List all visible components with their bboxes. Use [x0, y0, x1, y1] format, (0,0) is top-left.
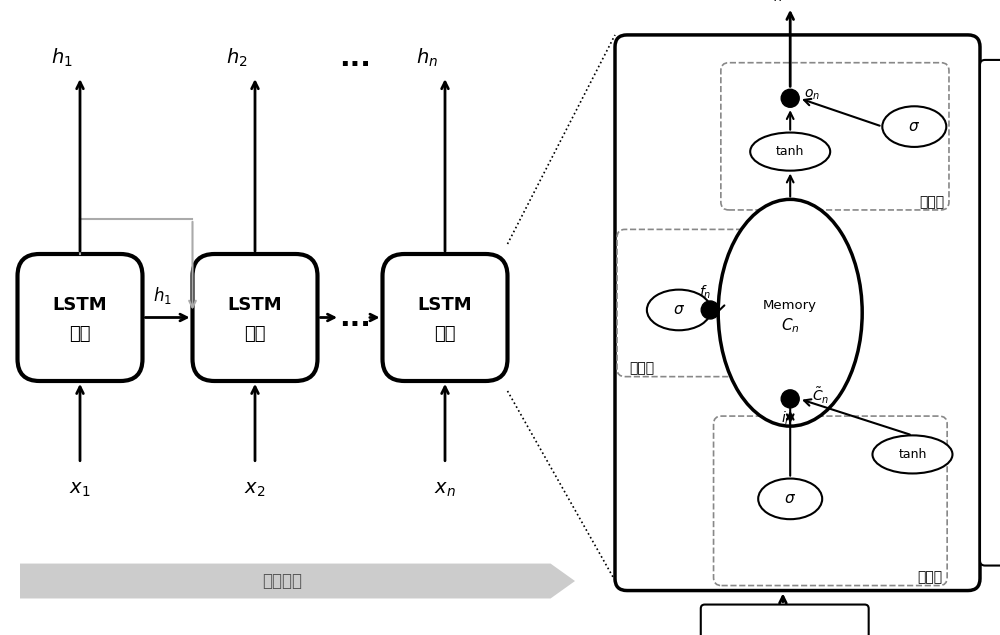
FancyBboxPatch shape	[192, 254, 318, 381]
Text: $x_n$: $x_n$	[434, 480, 456, 499]
FancyBboxPatch shape	[617, 229, 825, 377]
FancyBboxPatch shape	[714, 416, 947, 585]
Text: ...: ...	[339, 44, 371, 72]
Ellipse shape	[781, 90, 799, 107]
Text: 单元: 单元	[434, 324, 456, 342]
Text: LSTM: LSTM	[53, 297, 107, 314]
Text: $\sigma$: $\sigma$	[673, 302, 685, 318]
Ellipse shape	[872, 436, 952, 474]
Text: 时间步进: 时间步进	[262, 572, 302, 590]
Text: ...: ...	[339, 304, 371, 331]
FancyBboxPatch shape	[615, 35, 980, 591]
Ellipse shape	[647, 290, 711, 330]
Text: $\tilde{C}_n$: $\tilde{C}_n$	[812, 386, 829, 406]
Text: 输入门: 输入门	[917, 571, 942, 585]
FancyBboxPatch shape	[18, 254, 143, 381]
Text: $h_n$: $h_n$	[761, 0, 783, 4]
Text: $h_2$: $h_2$	[226, 47, 248, 69]
Text: Memory: Memory	[763, 299, 817, 312]
Polygon shape	[20, 564, 575, 598]
Text: 单元: 单元	[69, 324, 91, 342]
FancyBboxPatch shape	[382, 254, 508, 381]
Text: LSTM: LSTM	[418, 297, 472, 314]
FancyBboxPatch shape	[701, 605, 869, 635]
Ellipse shape	[701, 301, 719, 319]
Ellipse shape	[718, 199, 862, 426]
FancyBboxPatch shape	[721, 63, 949, 210]
Text: 单元: 单元	[244, 324, 266, 342]
Text: $\sigma$: $\sigma$	[784, 491, 796, 506]
FancyBboxPatch shape	[980, 60, 1000, 566]
Text: $h_n$: $h_n$	[416, 47, 438, 69]
Ellipse shape	[882, 106, 946, 147]
Ellipse shape	[750, 133, 830, 171]
Text: 遗忘门: 遗忘门	[629, 362, 654, 376]
Text: $o_n$: $o_n$	[804, 88, 820, 102]
Text: $x_2$: $x_2$	[244, 480, 266, 499]
Ellipse shape	[758, 479, 822, 519]
Text: $h_1$: $h_1$	[153, 285, 172, 306]
Text: LSTM: LSTM	[228, 297, 282, 314]
Text: $C_n$: $C_n$	[781, 316, 800, 335]
Ellipse shape	[781, 390, 799, 408]
Text: tanh: tanh	[898, 448, 927, 461]
Text: 输出门: 输出门	[919, 195, 944, 209]
Text: $\sigma$: $\sigma$	[908, 119, 920, 134]
Text: $x_1$: $x_1$	[69, 480, 91, 499]
Text: tanh: tanh	[776, 145, 804, 158]
Text: $h_1$: $h_1$	[51, 47, 73, 69]
Text: $f_n$: $f_n$	[699, 283, 711, 300]
Text: $i_n$: $i_n$	[781, 409, 792, 427]
